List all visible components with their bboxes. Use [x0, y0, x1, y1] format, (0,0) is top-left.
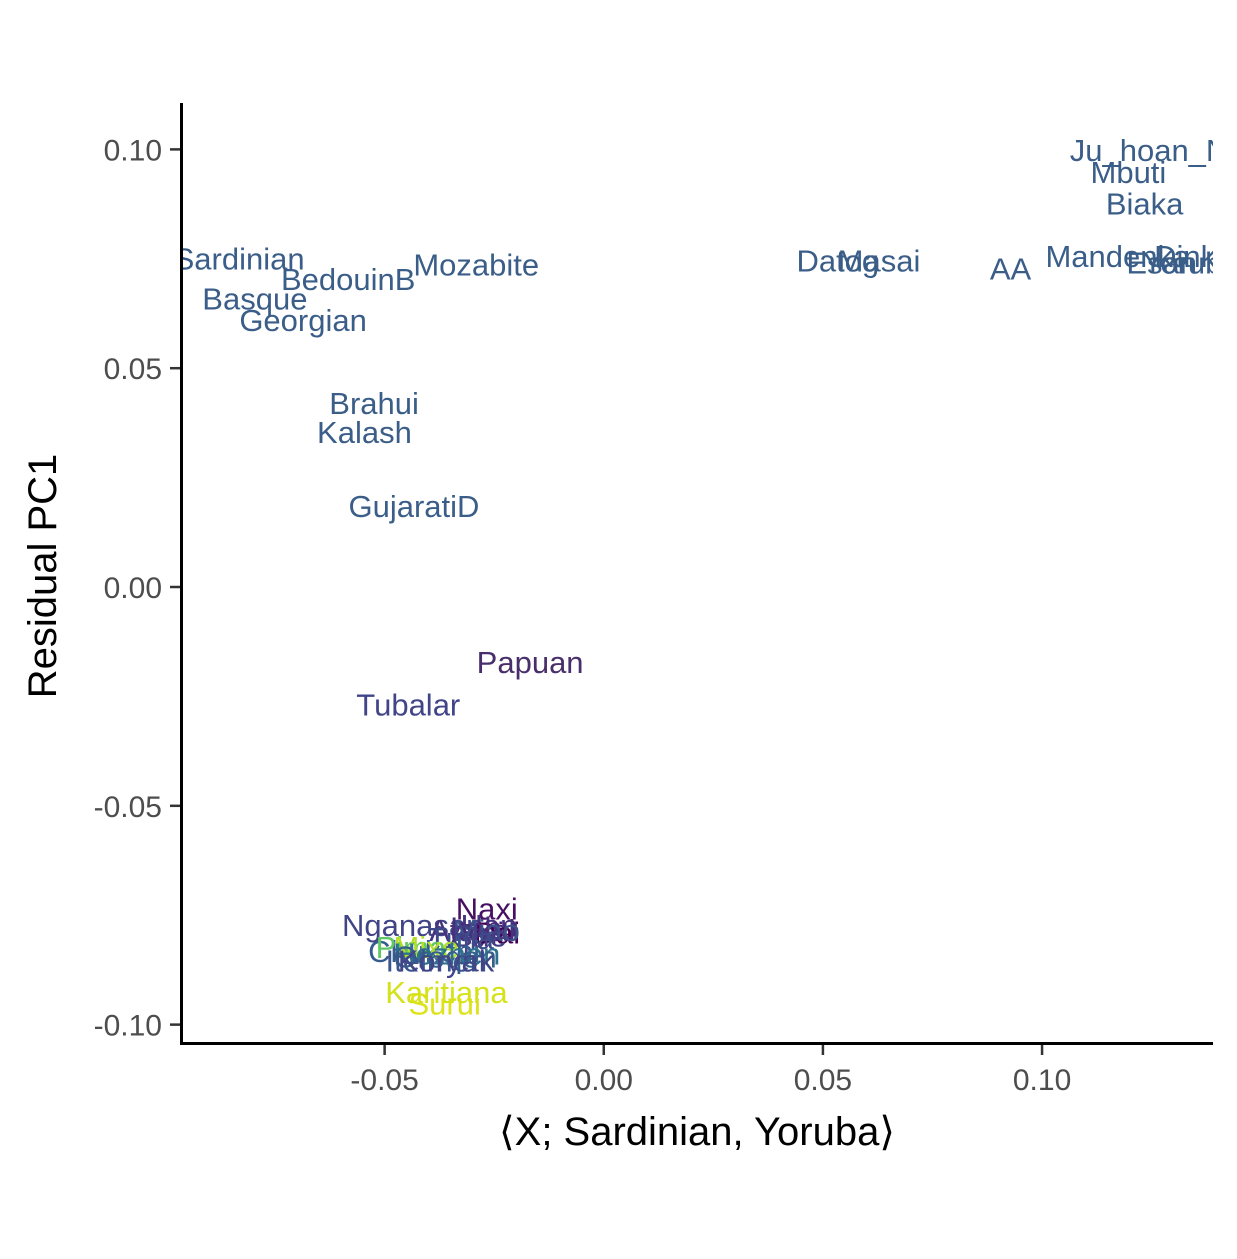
point-label-aa: AA	[990, 251, 1032, 286]
point-label-hezhen: Hezhen	[393, 937, 500, 972]
point-label-dai: Dai	[474, 916, 521, 951]
point-label-she: She	[452, 918, 507, 953]
point-label-mixe: Mixe	[394, 930, 459, 965]
y-tick-label: 0.10	[104, 134, 162, 167]
x-tick-label: -0.05	[350, 1064, 418, 1097]
point-label-oroqen: Oroqen	[393, 939, 496, 974]
point-label-datog: Datog	[796, 244, 879, 279]
point-label-ami: Ami	[451, 916, 504, 951]
point-label-karitiana: Karitiana	[385, 975, 508, 1010]
point-label-sardinian: Sardinian	[174, 241, 305, 276]
point-label-ju-hoan-north: Ju_hoan_North	[1070, 133, 1237, 168]
y-tick-label: 0.05	[104, 353, 162, 386]
point-label-surui: Surui	[408, 987, 480, 1022]
point-label-gujaratid: GujaratiD	[349, 489, 480, 524]
point-label-mbuti: Mbuti	[1091, 155, 1167, 190]
y-tick-label: -0.10	[94, 1010, 162, 1043]
point-label-kalash: Kalash	[317, 415, 412, 450]
x-axis-title: ⟨X; Sardinian, Yoruba⟩	[499, 1110, 895, 1154]
point-label-dinka: Dinka	[1154, 239, 1234, 274]
point-label-mandenka: Mandenka	[1045, 239, 1191, 274]
point-label-miao: Miao	[453, 913, 520, 948]
y-tick-label: 0.00	[104, 572, 162, 605]
point-label-lahu: Lahu	[450, 910, 519, 945]
point-label-tubalar: Tubalar	[356, 688, 460, 723]
y-tick-label: -0.05	[94, 791, 162, 824]
x-axis-ticks: -0.05 0.00 0.05 0.10	[350, 1045, 1071, 1097]
point-label-mozabite: Mozabite	[413, 247, 539, 282]
point-label-itelmen: Itelmen	[386, 943, 488, 978]
point-label-atayal: Atayal	[429, 913, 515, 948]
point-label-georgian: Georgian	[239, 303, 367, 338]
point-label-naxi: Naxi	[456, 892, 518, 927]
x-tick-label: 0.05	[794, 1064, 852, 1097]
point-label-masai: Masai	[838, 244, 921, 279]
point-label-brahui: Brahui	[329, 386, 419, 421]
point-label-nganasan: Nganasan	[342, 908, 483, 943]
point-label-koryak: Koryak	[398, 943, 495, 978]
point-label-pima: Pima	[376, 930, 447, 965]
point-label-yoruba: Yoruba	[1143, 245, 1237, 280]
point-label-han: Han	[460, 908, 517, 943]
point-label-esan: Esan	[1126, 245, 1197, 280]
point-label-basque: Basque	[202, 282, 307, 317]
x-tick-label: 0.10	[1013, 1064, 1071, 1097]
point-label-bedouinb: BedouinB	[281, 262, 415, 297]
point-label-papuan: Papuan	[477, 645, 584, 680]
point-label-chukchi: Chukchi	[368, 934, 480, 969]
point-label-tujia: Tujia	[428, 921, 495, 956]
y-axis-title: Residual PC1	[21, 454, 65, 699]
point-labels: Ju_hoan_NorthMbutiBiaka DinkaMandenkaYoru…	[174, 133, 1237, 1022]
y-axis-ticks: 0.10 0.05 0.00 -0.05 -0.10	[94, 134, 180, 1043]
x-tick-label: 0.00	[575, 1064, 633, 1097]
point-label-biaka: Biaka	[1106, 187, 1184, 222]
